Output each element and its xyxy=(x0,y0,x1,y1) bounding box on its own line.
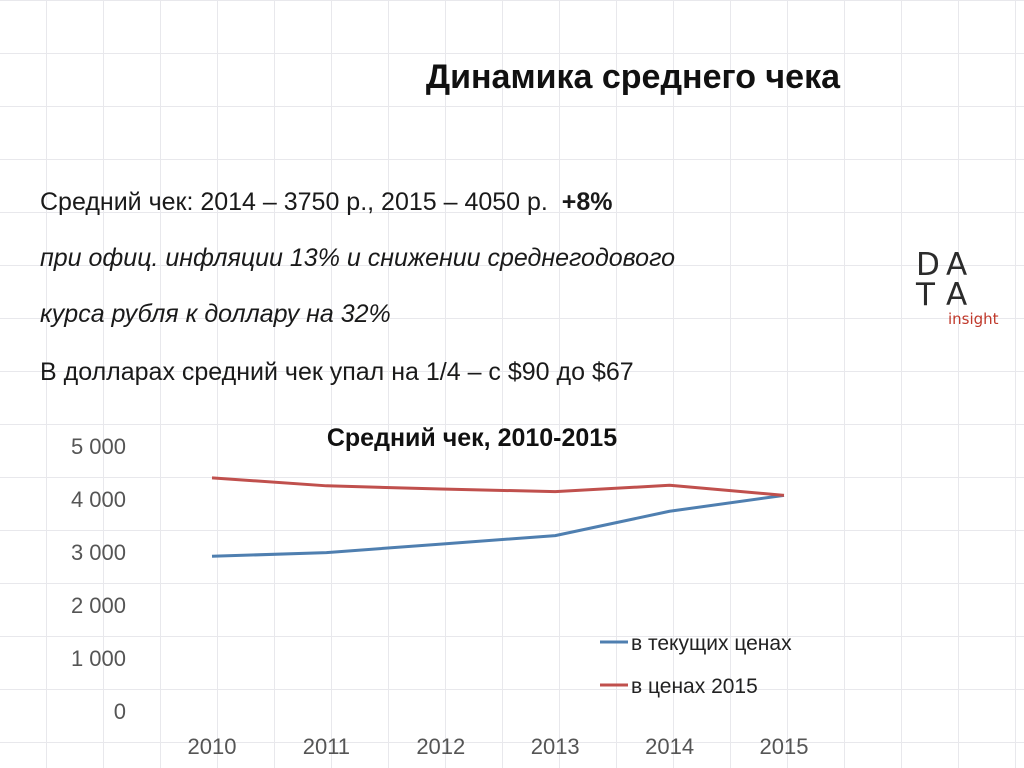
x-tick-label: 2011 xyxy=(303,734,350,759)
summary-line-1: Средний чек: 2014 – 3750 р., 2015 – 4050… xyxy=(40,188,613,217)
logo-letter-a1: A xyxy=(946,247,968,283)
logo-letter-d: D xyxy=(916,247,940,283)
summary-line-1-text: Средний чек: 2014 – 3750 р., 2015 – 4050… xyxy=(40,188,548,216)
logo-letter-t: T xyxy=(916,277,935,313)
y-tick-label: 2 000 xyxy=(71,593,126,618)
x-tick-label: 2012 xyxy=(416,734,465,759)
summary-line-2: при офиц. инфляции 13% и снижении средне… xyxy=(40,244,676,272)
chart-legend: в текущих ценах в ценах 2015 xyxy=(600,632,792,698)
x-axis: 2010 2011 2012 2013 2014 2015 xyxy=(188,734,809,759)
summary-line-4: В долларах средний чек упал на 1/4 – с $… xyxy=(40,358,634,386)
data-insight-logo: D A T A insight xyxy=(912,250,1022,330)
x-tick-label: 2010 xyxy=(188,734,237,759)
y-tick-label: 5 000 xyxy=(71,434,126,459)
summary-line-3: курса рубля к доллару на 32% xyxy=(40,300,391,328)
legend-label-1: в текущих ценах xyxy=(631,632,792,655)
growth-percent: +8% xyxy=(561,188,613,216)
x-tick-label: 2014 xyxy=(645,734,694,759)
logo-letter-a2: A xyxy=(946,277,968,313)
series-line-1 xyxy=(211,493,785,558)
chart-series xyxy=(211,476,785,558)
x-tick-label: 2013 xyxy=(531,734,580,759)
y-axis: 0 1 000 2 000 3 000 4 000 5 000 xyxy=(71,434,126,724)
y-tick-label: 1 000 xyxy=(71,646,126,671)
y-tick-label: 0 xyxy=(114,699,126,724)
chart-title: Средний чек, 2010-2015 xyxy=(327,424,617,452)
x-tick-label: 2015 xyxy=(760,734,809,759)
y-tick-label: 4 000 xyxy=(71,487,126,512)
slide-title: Динамика среднего чека xyxy=(425,58,840,96)
series-line-2 xyxy=(211,476,785,497)
average-check-chart: Средний чек, 2010-2015 0 1 000 2 000 3 000 4… xyxy=(71,424,809,759)
logo-subtitle: insight xyxy=(948,310,999,328)
legend-label-2: в ценах 2015 xyxy=(631,675,758,698)
y-tick-label: 3 000 xyxy=(71,540,126,565)
